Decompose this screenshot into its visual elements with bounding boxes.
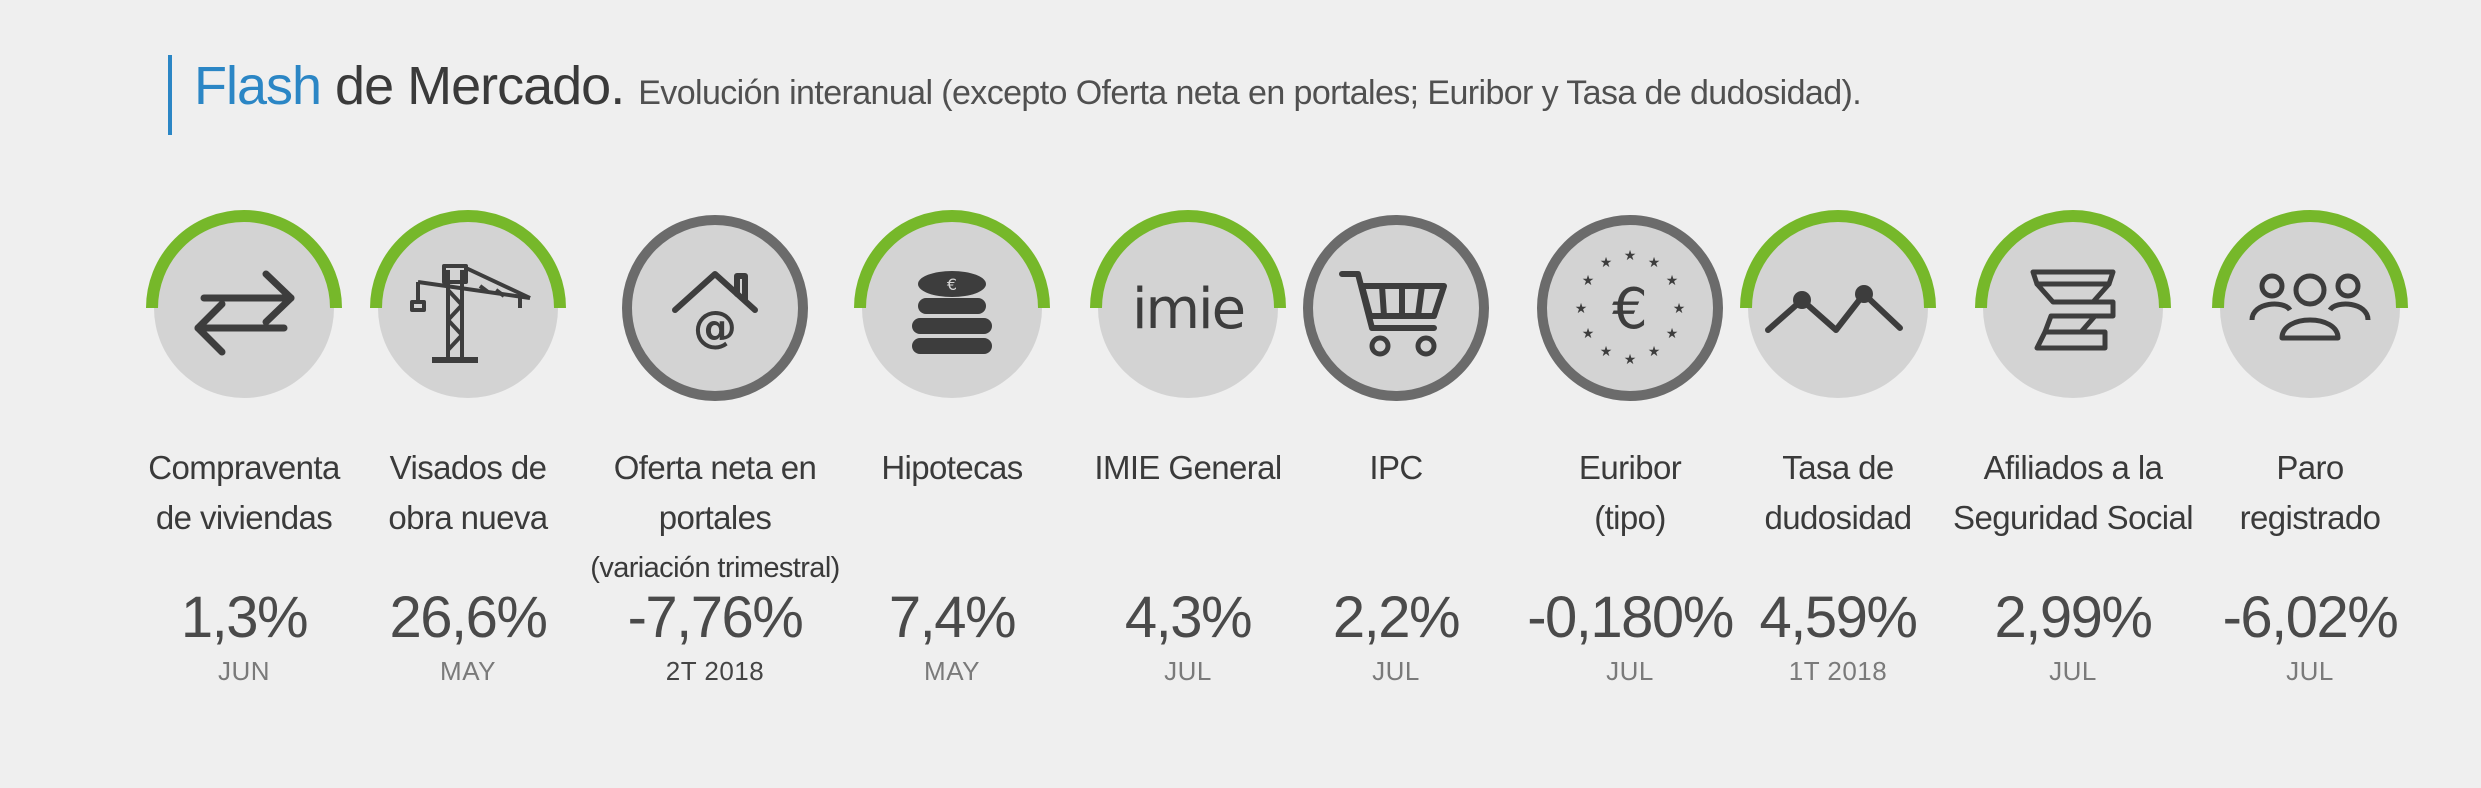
label-line-1: Afiliados a la bbox=[1983, 449, 2163, 486]
indicator-label: IMIE General bbox=[1038, 443, 1338, 493]
indicator-value: 4,59% bbox=[1759, 585, 1918, 650]
label-line-1: Tasa de bbox=[1782, 449, 1894, 486]
svg-text:★: ★ bbox=[1624, 352, 1637, 368]
label-line-2: (variación trimestral) bbox=[590, 552, 840, 584]
house-at-icon: @ bbox=[622, 215, 808, 401]
coins-euro-icon: € bbox=[854, 210, 1050, 398]
indicator-period: 2T 2018 bbox=[665, 656, 765, 686]
indicator-value: -6,02% bbox=[2222, 585, 2399, 650]
indicator-value: -7,76% bbox=[627, 585, 804, 650]
shopping-cart-icon bbox=[1303, 215, 1489, 401]
page-subtitle: Evolución interanual (excepto Oferta net… bbox=[638, 74, 1862, 112]
indicator-tasa-dudosidad: Tasa de dudosidad 4,59% 1T 2018 bbox=[1728, 0, 1948, 788]
svg-text:★: ★ bbox=[1600, 344, 1613, 360]
imie-logo-icon: imie bbox=[1090, 210, 1286, 398]
title-rest: de Mercado. bbox=[335, 56, 625, 116]
svg-text:★: ★ bbox=[1582, 273, 1595, 289]
indicator-visados: Visados de obra nueva 26,6% MAY bbox=[358, 0, 578, 788]
indicator-oferta-neta: @ Oferta neta en portales (variación tri… bbox=[590, 0, 840, 788]
indicator-label: Hipotecas bbox=[802, 443, 1102, 493]
indicator-label: Paro registrado bbox=[2160, 443, 2460, 543]
indicator-label: Visados de obra nueva bbox=[318, 443, 618, 543]
indicator-badge bbox=[146, 210, 342, 406]
indicator-period: 1T 2018 bbox=[1788, 656, 1888, 686]
trend-line-icon bbox=[1740, 210, 1936, 398]
svg-text:€: € bbox=[947, 275, 957, 294]
indicator-value: 7,4% bbox=[888, 585, 1017, 650]
page-header: Flash de Mercado. Evolución interanual (… bbox=[168, 55, 1862, 135]
imie-logo-text: imie bbox=[1132, 277, 1244, 342]
indicator-badge bbox=[1740, 210, 1936, 406]
label-line-2: obra nueva bbox=[388, 499, 548, 536]
svg-text:€: € bbox=[1612, 277, 1648, 342]
indicator-label: Oferta neta en portales (variación trime… bbox=[565, 443, 865, 593]
indicator-label: IPC bbox=[1246, 443, 1546, 493]
label-line-1: Hipotecas bbox=[881, 449, 1023, 486]
indicator-ipc: IPC 2,2% JUL bbox=[1286, 0, 1506, 788]
indicator-period: MAY bbox=[924, 656, 980, 686]
svg-text:★: ★ bbox=[1673, 301, 1686, 317]
indicator-hipotecas: € Hipotecas 7,4% MAY bbox=[842, 0, 1062, 788]
euro-stars-icon: ★ ★ ★ ★ ★ ★ ★ ★ ★ ★ ★ ★ € bbox=[1537, 215, 1723, 401]
indicator-value: 26,6% bbox=[389, 585, 548, 650]
indicator-euribor: ★ ★ ★ ★ ★ ★ ★ ★ ★ ★ ★ ★ € Euribor (tipo)… bbox=[1520, 0, 1740, 788]
label-line-2: de viviendas bbox=[155, 499, 333, 536]
indicator-badge bbox=[1975, 210, 2171, 406]
indicator-paro: Paro registrado -6,02% JUL bbox=[2200, 0, 2420, 788]
svg-text:★: ★ bbox=[1648, 255, 1661, 271]
page-title: Flash de Mercado. bbox=[194, 55, 625, 117]
svg-text:★: ★ bbox=[1582, 326, 1595, 342]
indicator-badge: € bbox=[854, 210, 1050, 406]
label-line-2: Seguridad Social bbox=[1953, 499, 2194, 536]
indicator-period: JUL bbox=[2286, 656, 2334, 686]
svg-text:@: @ bbox=[693, 302, 737, 353]
label-line-2: registrado bbox=[2239, 499, 2381, 536]
social-security-icon bbox=[1975, 210, 2171, 398]
indicator-label: Compraventa de viviendas bbox=[94, 443, 394, 543]
svg-text:★: ★ bbox=[1575, 301, 1588, 317]
indicator-afiliados: Afiliados a la Seguridad Social 2,99% JU… bbox=[1953, 0, 2194, 788]
indicator-badge bbox=[370, 210, 566, 406]
indicator-badge bbox=[2212, 210, 2408, 406]
people-group-icon bbox=[2212, 210, 2408, 398]
indicator-value: 2,2% bbox=[1332, 585, 1461, 650]
label-line-1: IPC bbox=[1369, 449, 1423, 486]
indicator-badge: ★ ★ ★ ★ ★ ★ ★ ★ ★ ★ ★ ★ € bbox=[1532, 210, 1728, 406]
indicator-badge: @ bbox=[617, 210, 813, 406]
indicator-period: JUL bbox=[1606, 656, 1654, 686]
label-line-1: Paro bbox=[2276, 449, 2344, 486]
indicator-badge bbox=[1298, 210, 1494, 406]
label-line-1: Oferta neta en portales bbox=[613, 449, 817, 536]
indicator-value: 1,3% bbox=[180, 585, 309, 650]
label-line-1: Compraventa bbox=[148, 449, 340, 486]
label-line-1: Euribor bbox=[1578, 449, 1682, 486]
indicator-period: JUL bbox=[1164, 656, 1212, 686]
indicator-label: Tasa de dudosidad bbox=[1688, 443, 1988, 543]
indicator-compraventa: Compraventa de viviendas 1,3% JUN bbox=[134, 0, 354, 788]
svg-text:★: ★ bbox=[1666, 273, 1679, 289]
indicator-imie: imie IMIE General 4,3% JUL bbox=[1078, 0, 1298, 788]
svg-text:★: ★ bbox=[1624, 248, 1637, 264]
indicator-value: 4,3% bbox=[1124, 585, 1253, 650]
label-line-2: dudosidad bbox=[1764, 499, 1913, 536]
indicator-value: -0,180% bbox=[1527, 585, 1734, 650]
indicator-period: JUN bbox=[217, 656, 271, 686]
indicator-label: Afiliados a la Seguridad Social bbox=[1923, 443, 2223, 543]
indicator-badge: imie bbox=[1090, 210, 1286, 406]
indicator-label: Euribor (tipo) bbox=[1480, 443, 1780, 543]
indicator-period: MAY bbox=[440, 656, 496, 686]
exchange-arrows-icon bbox=[146, 210, 342, 398]
label-line-2: (tipo) bbox=[1594, 499, 1666, 536]
label-line-1: Visados de bbox=[389, 449, 547, 486]
indicator-period: JUL bbox=[1372, 656, 1420, 686]
svg-text:★: ★ bbox=[1600, 255, 1613, 271]
svg-text:★: ★ bbox=[1648, 344, 1661, 360]
svg-text:★: ★ bbox=[1666, 326, 1679, 342]
label-line-1: IMIE General bbox=[1094, 449, 1282, 486]
title-accent: Flash bbox=[194, 56, 322, 116]
indicator-period: JUL bbox=[2049, 656, 2097, 686]
crane-icon bbox=[370, 210, 566, 398]
indicator-value: 2,99% bbox=[1994, 585, 2153, 650]
